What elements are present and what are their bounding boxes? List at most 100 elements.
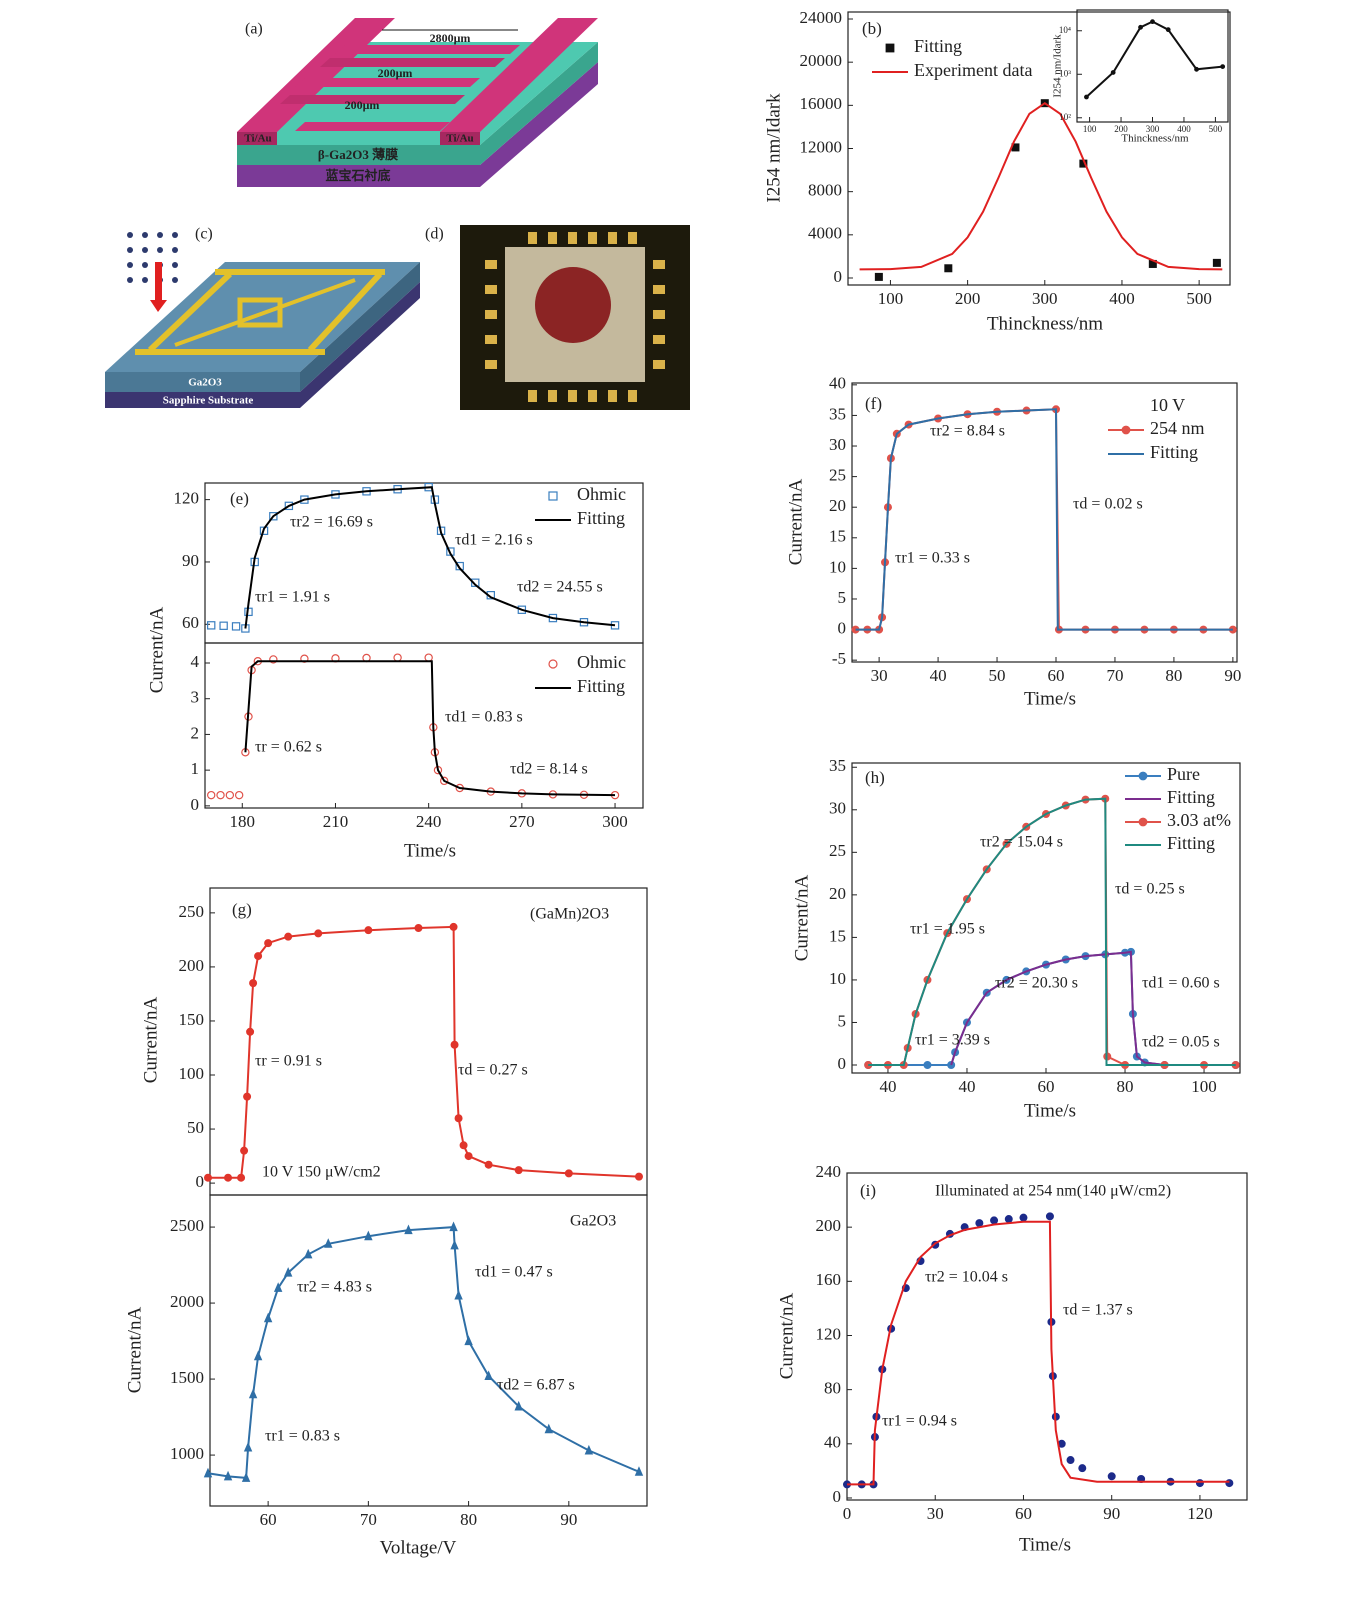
legend-label: Fitting: [1150, 442, 1198, 462]
device-diagram-c: [105, 232, 420, 408]
data-marker: [324, 1238, 333, 1248]
y-tick-label: 15: [829, 527, 846, 546]
x-axis-label: Thinckness/nm: [987, 313, 1103, 334]
x-tick-label: 40: [879, 1077, 896, 1096]
annotation: τd1 = 2.16 s: [455, 532, 533, 549]
annotation: τr2 = 20.30 s: [995, 975, 1078, 992]
legend-label: Fitting: [914, 36, 962, 56]
y-tick-label: 3: [191, 688, 200, 707]
y-tick-label: 0: [838, 1054, 847, 1073]
data-marker: [207, 790, 216, 800]
data-marker: [264, 939, 273, 948]
x-tick-label: 30: [927, 1504, 944, 1523]
panel-label: (c): [195, 226, 213, 243]
data-marker: [216, 790, 225, 800]
annotation: 10 V 150 μW/cm2: [262, 1164, 381, 1181]
y-tick-label: -5: [832, 649, 846, 668]
annotation: τd1 = 0.83 s: [445, 709, 523, 726]
annotation: τr2 = 16.69 s: [290, 514, 373, 531]
data-marker: [1045, 1212, 1054, 1221]
series-line: [847, 1220, 1230, 1486]
y-tick-label: 1000: [170, 1444, 204, 1463]
data-marker: [223, 1470, 233, 1481]
y-axis-label: I254 nm/Idark: [1052, 34, 1064, 98]
layer-label: 蓝宝石衬底: [325, 168, 390, 183]
annotation: τr1 = 0.33 s: [895, 550, 970, 567]
x-axis-label: Time/s: [404, 840, 456, 861]
y-tick-label: 40: [824, 1433, 841, 1452]
data-marker: [454, 1289, 463, 1300]
annotation: τd = 0.25 s: [1115, 881, 1185, 898]
data-marker: [471, 578, 480, 587]
y-tick-label: 15: [829, 926, 846, 945]
y-tick-label: 2500: [170, 1216, 204, 1235]
data-marker: [414, 923, 423, 932]
x-axis-label: Voltage/V: [380, 1537, 457, 1558]
y-tick-label: 5: [838, 588, 847, 607]
x-tick-label: 200: [955, 289, 981, 308]
y-tick-label: 50: [187, 1118, 204, 1137]
y-tick-label: 30: [829, 799, 846, 818]
y-tick-label: 2000: [170, 1292, 204, 1311]
y-tick-label: 16000: [800, 94, 843, 113]
x-tick-label: 180: [230, 812, 256, 831]
y-tick-label: 0: [833, 1487, 842, 1506]
chart: 0 4000 8000 12000 16000 20000 24000 100 200 300 40…: [763, 8, 1231, 334]
data-marker: [269, 512, 278, 521]
data-marker: [234, 790, 244, 800]
data-marker: [364, 926, 373, 935]
annotation: (GaMn)2O3: [530, 906, 609, 923]
y-tick-label: 10²: [1059, 112, 1071, 122]
y-tick-label: 1: [191, 759, 200, 778]
series-line: [1085, 20, 1223, 98]
data-marker: [1225, 1479, 1234, 1488]
chart: 0 50 100 150 200 250 Current/nA (g) (GaMn)2O3 τr …: [140, 887, 648, 1196]
dimension-label: 200μm: [378, 66, 413, 80]
y-tick-label: 4000: [808, 224, 842, 243]
y-tick-label: 200: [816, 1216, 842, 1235]
y-tick-label: 35: [829, 756, 846, 775]
x-axis-label: Time/s: [1024, 688, 1076, 709]
data-marker: [449, 922, 458, 931]
y-tick-label: 4: [191, 652, 200, 671]
data-marker: [364, 1230, 373, 1241]
y-tick-label: 20000: [800, 51, 843, 70]
plot-frame: [847, 11, 1231, 286]
y-axis-label: Current/nA: [124, 1306, 145, 1393]
annotation: τd = 0.27 s: [458, 1062, 528, 1079]
x-tick-label: 60: [1047, 666, 1064, 685]
x-tick-label: 80: [1165, 666, 1182, 685]
x-tick-label: 400: [1177, 124, 1191, 134]
data-marker: [944, 264, 953, 273]
data-marker: [393, 653, 402, 662]
data-marker: [304, 1248, 313, 1259]
x-tick-label: 200: [1114, 124, 1128, 134]
dimension-label: 200μm: [345, 98, 380, 112]
y-tick-label: 0: [834, 267, 843, 286]
data-marker: [314, 929, 323, 938]
data-marker: [1066, 1456, 1075, 1465]
data-marker: [300, 654, 309, 663]
data-marker: [219, 621, 228, 630]
data-marker: [1194, 66, 1199, 72]
series-line: [208, 925, 640, 1179]
panel-label: (d): [425, 226, 444, 243]
data-marker: [243, 1441, 253, 1452]
chart: 0 1 2 3 4 180 210 240 270 300 Time/s Ohmic Fitting τr…: [191, 642, 644, 861]
y-tick-label: 80: [824, 1379, 841, 1398]
y-tick-label: 0: [191, 795, 200, 814]
legend-swatch: [1138, 817, 1148, 827]
data-marker: [1138, 24, 1143, 30]
layer-label: Ga2O3: [188, 377, 222, 389]
data-marker: [459, 1141, 468, 1150]
y-tick-label: 10: [829, 969, 846, 988]
y-tick-label: 120: [174, 489, 200, 508]
data-marker: [269, 655, 278, 664]
y-tick-label: 100: [179, 1064, 205, 1083]
annotation: Ga2O3: [570, 1213, 616, 1230]
annotation: τr1 = 3.39 s: [915, 1032, 990, 1049]
plot-frame: [209, 887, 648, 1196]
x-tick-label: 270: [509, 812, 535, 831]
data-marker: [1084, 94, 1089, 100]
x-tick-label: 300: [1146, 124, 1160, 134]
